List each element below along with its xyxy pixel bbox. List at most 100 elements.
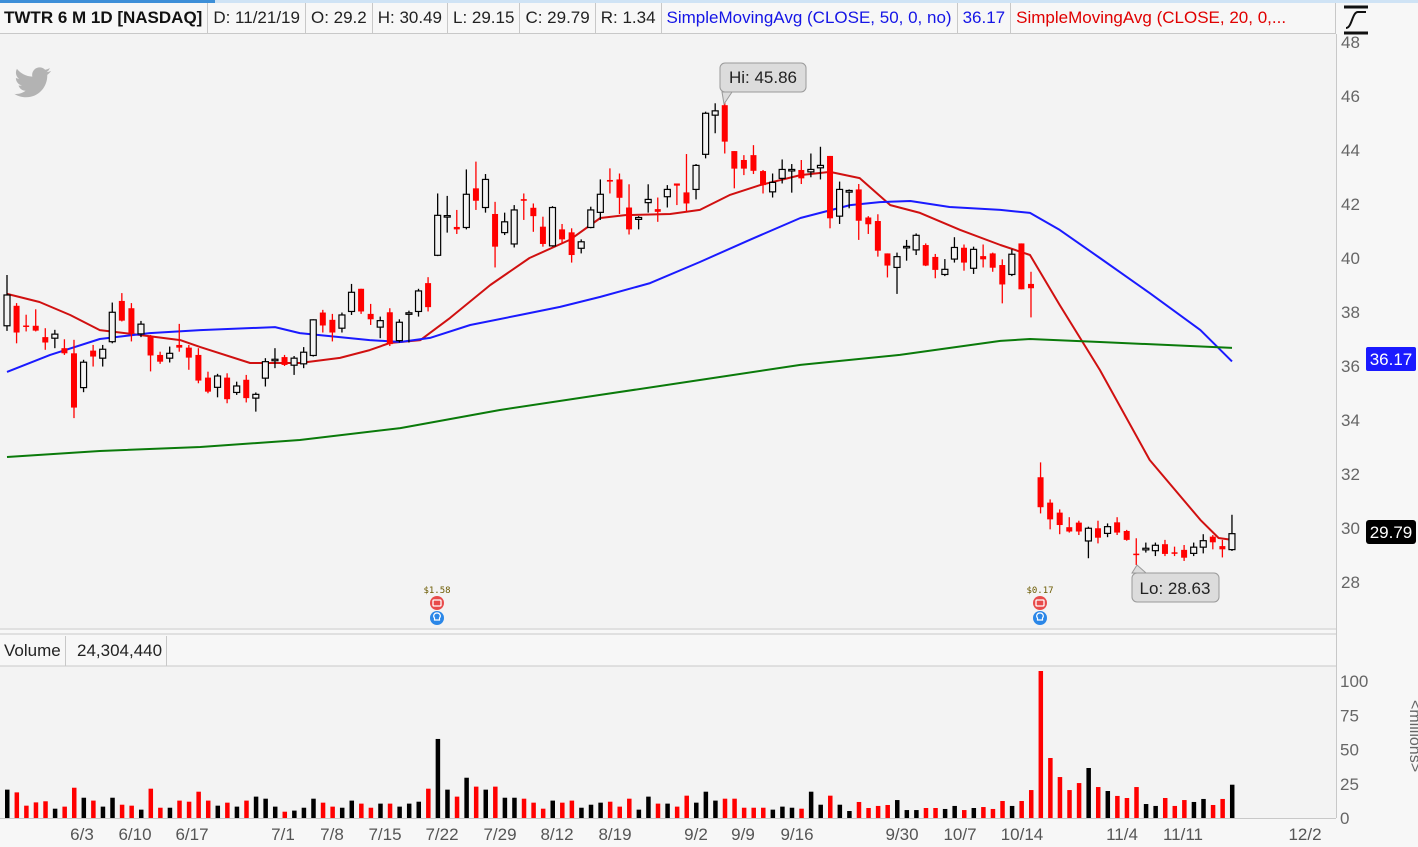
candle bbox=[70, 339, 77, 419]
candle bbox=[3, 275, 11, 331]
candle bbox=[922, 243, 929, 267]
volume-bar bbox=[550, 800, 555, 818]
candle bbox=[596, 179, 604, 220]
candle-body bbox=[768, 181, 777, 193]
candle bbox=[166, 346, 174, 363]
candle-body bbox=[13, 305, 20, 333]
candle bbox=[702, 111, 710, 159]
volume-label[interactable]: Volume bbox=[0, 636, 66, 666]
candle bbox=[711, 103, 719, 134]
volume-axis-unit: <millions> bbox=[1406, 700, 1418, 772]
volume-value: 24,304,440 bbox=[73, 636, 168, 666]
time-axis[interactable]: 6/3 6/10 6/17 7/1 7/8 7/15 7/22 7/29 8/12 8/19 9/2… bbox=[70, 825, 1321, 844]
dividend-amount: $1.58 bbox=[423, 586, 450, 596]
candle-body bbox=[1181, 549, 1188, 558]
candle-body bbox=[999, 265, 1006, 285]
volume-bar bbox=[1191, 801, 1197, 818]
candle-body bbox=[338, 314, 346, 329]
volume-bar bbox=[234, 806, 240, 818]
volume-bar bbox=[349, 800, 355, 818]
price-pane[interactable] bbox=[0, 34, 1336, 628]
volume-bar bbox=[167, 807, 173, 818]
price-tick-label: 34 bbox=[1341, 411, 1360, 430]
candle-body bbox=[386, 312, 393, 345]
candle bbox=[616, 173, 623, 214]
candle-body bbox=[281, 357, 288, 365]
candle-body bbox=[606, 179, 613, 182]
candle-body bbox=[520, 199, 527, 201]
volume-bar bbox=[933, 807, 938, 818]
candle bbox=[865, 216, 872, 234]
volume-bar bbox=[1076, 783, 1082, 818]
volume-bar bbox=[770, 809, 776, 818]
sma50-study-label[interactable]: SimpleMovingAvg (CLOSE, 50, 0, no) bbox=[662, 3, 958, 33]
candle-body bbox=[922, 245, 929, 266]
candle-body bbox=[855, 189, 862, 221]
sma50-price-label-text: 36.17 bbox=[1370, 350, 1413, 369]
candle bbox=[386, 308, 393, 347]
volume-bar bbox=[33, 802, 39, 818]
phone-icon[interactable] bbox=[1033, 596, 1047, 610]
candle-body bbox=[644, 198, 652, 204]
time-tick-label: 7/1 bbox=[271, 825, 295, 844]
candle-body bbox=[492, 213, 499, 247]
candle bbox=[147, 334, 154, 372]
candle bbox=[1219, 539, 1226, 558]
candle-body bbox=[1047, 502, 1054, 520]
candle bbox=[1190, 542, 1198, 557]
volume-bar bbox=[847, 811, 852, 818]
volume-bar bbox=[464, 777, 469, 818]
candle-body bbox=[692, 164, 700, 191]
candle-body bbox=[376, 320, 384, 328]
candle-body bbox=[750, 155, 757, 171]
dividend-marker-2[interactable]: $0.17 bbox=[1026, 586, 1054, 625]
candle bbox=[989, 252, 996, 272]
time-tick-label: 7/8 bbox=[320, 825, 344, 844]
price-axis[interactable]: 48 46 44 42 40 38 36 34 32 30 28 bbox=[1341, 33, 1360, 592]
candle-body bbox=[405, 312, 413, 315]
volume-bar bbox=[311, 798, 316, 818]
sma20-study-label[interactable]: SimpleMovingAvg (CLOSE, 20, 0,... bbox=[1011, 3, 1336, 33]
candle-body bbox=[137, 323, 145, 335]
candle-body bbox=[884, 253, 891, 266]
volume-tick-label: 25 bbox=[1340, 775, 1359, 794]
volume-bar bbox=[397, 806, 402, 818]
candle bbox=[1171, 546, 1178, 557]
volume-bar bbox=[378, 803, 383, 818]
phone-icon[interactable] bbox=[430, 596, 444, 610]
volume-bar bbox=[368, 807, 374, 818]
candle bbox=[731, 151, 738, 189]
symbol-label[interactable]: TWTR 6 M 1D [NASDAQ] bbox=[0, 3, 209, 33]
candle bbox=[309, 319, 317, 357]
candle bbox=[405, 310, 413, 343]
time-tick-label: 9/9 bbox=[731, 825, 755, 844]
candle bbox=[367, 303, 374, 325]
volume-bar bbox=[1115, 795, 1120, 818]
candle-body bbox=[539, 226, 546, 244]
chart-header: TWTR 6 M 1D [NASDAQ] D: 11/21/19 O: 29.2… bbox=[0, 3, 1336, 34]
volume-axis[interactable]: 100 75 50 25 0 bbox=[1340, 672, 1368, 828]
volume-bar bbox=[196, 791, 201, 818]
candle bbox=[884, 253, 891, 278]
candle bbox=[195, 348, 202, 384]
volume-bar bbox=[828, 795, 833, 818]
volume-bars bbox=[5, 670, 1235, 818]
volume-bar bbox=[952, 805, 957, 818]
volume-bar bbox=[81, 797, 87, 818]
candle-body bbox=[425, 283, 432, 308]
price-tick-label: 48 bbox=[1341, 33, 1360, 52]
candle-body bbox=[195, 354, 202, 381]
candle bbox=[568, 228, 575, 263]
auto-scale-icon[interactable] bbox=[1342, 4, 1370, 36]
candle-body bbox=[347, 291, 356, 313]
candle bbox=[157, 351, 164, 364]
candle-body bbox=[616, 179, 623, 198]
candle-body bbox=[683, 192, 690, 204]
time-tick-label: 7/22 bbox=[425, 825, 458, 844]
dividend-marker-1[interactable]: $1.58 bbox=[423, 586, 451, 625]
sma20-line bbox=[6, 170, 1233, 541]
volume-pane[interactable] bbox=[0, 666, 1336, 818]
volume-bar bbox=[761, 807, 766, 818]
high-callout-text: Hi: 45.86 bbox=[729, 68, 797, 87]
